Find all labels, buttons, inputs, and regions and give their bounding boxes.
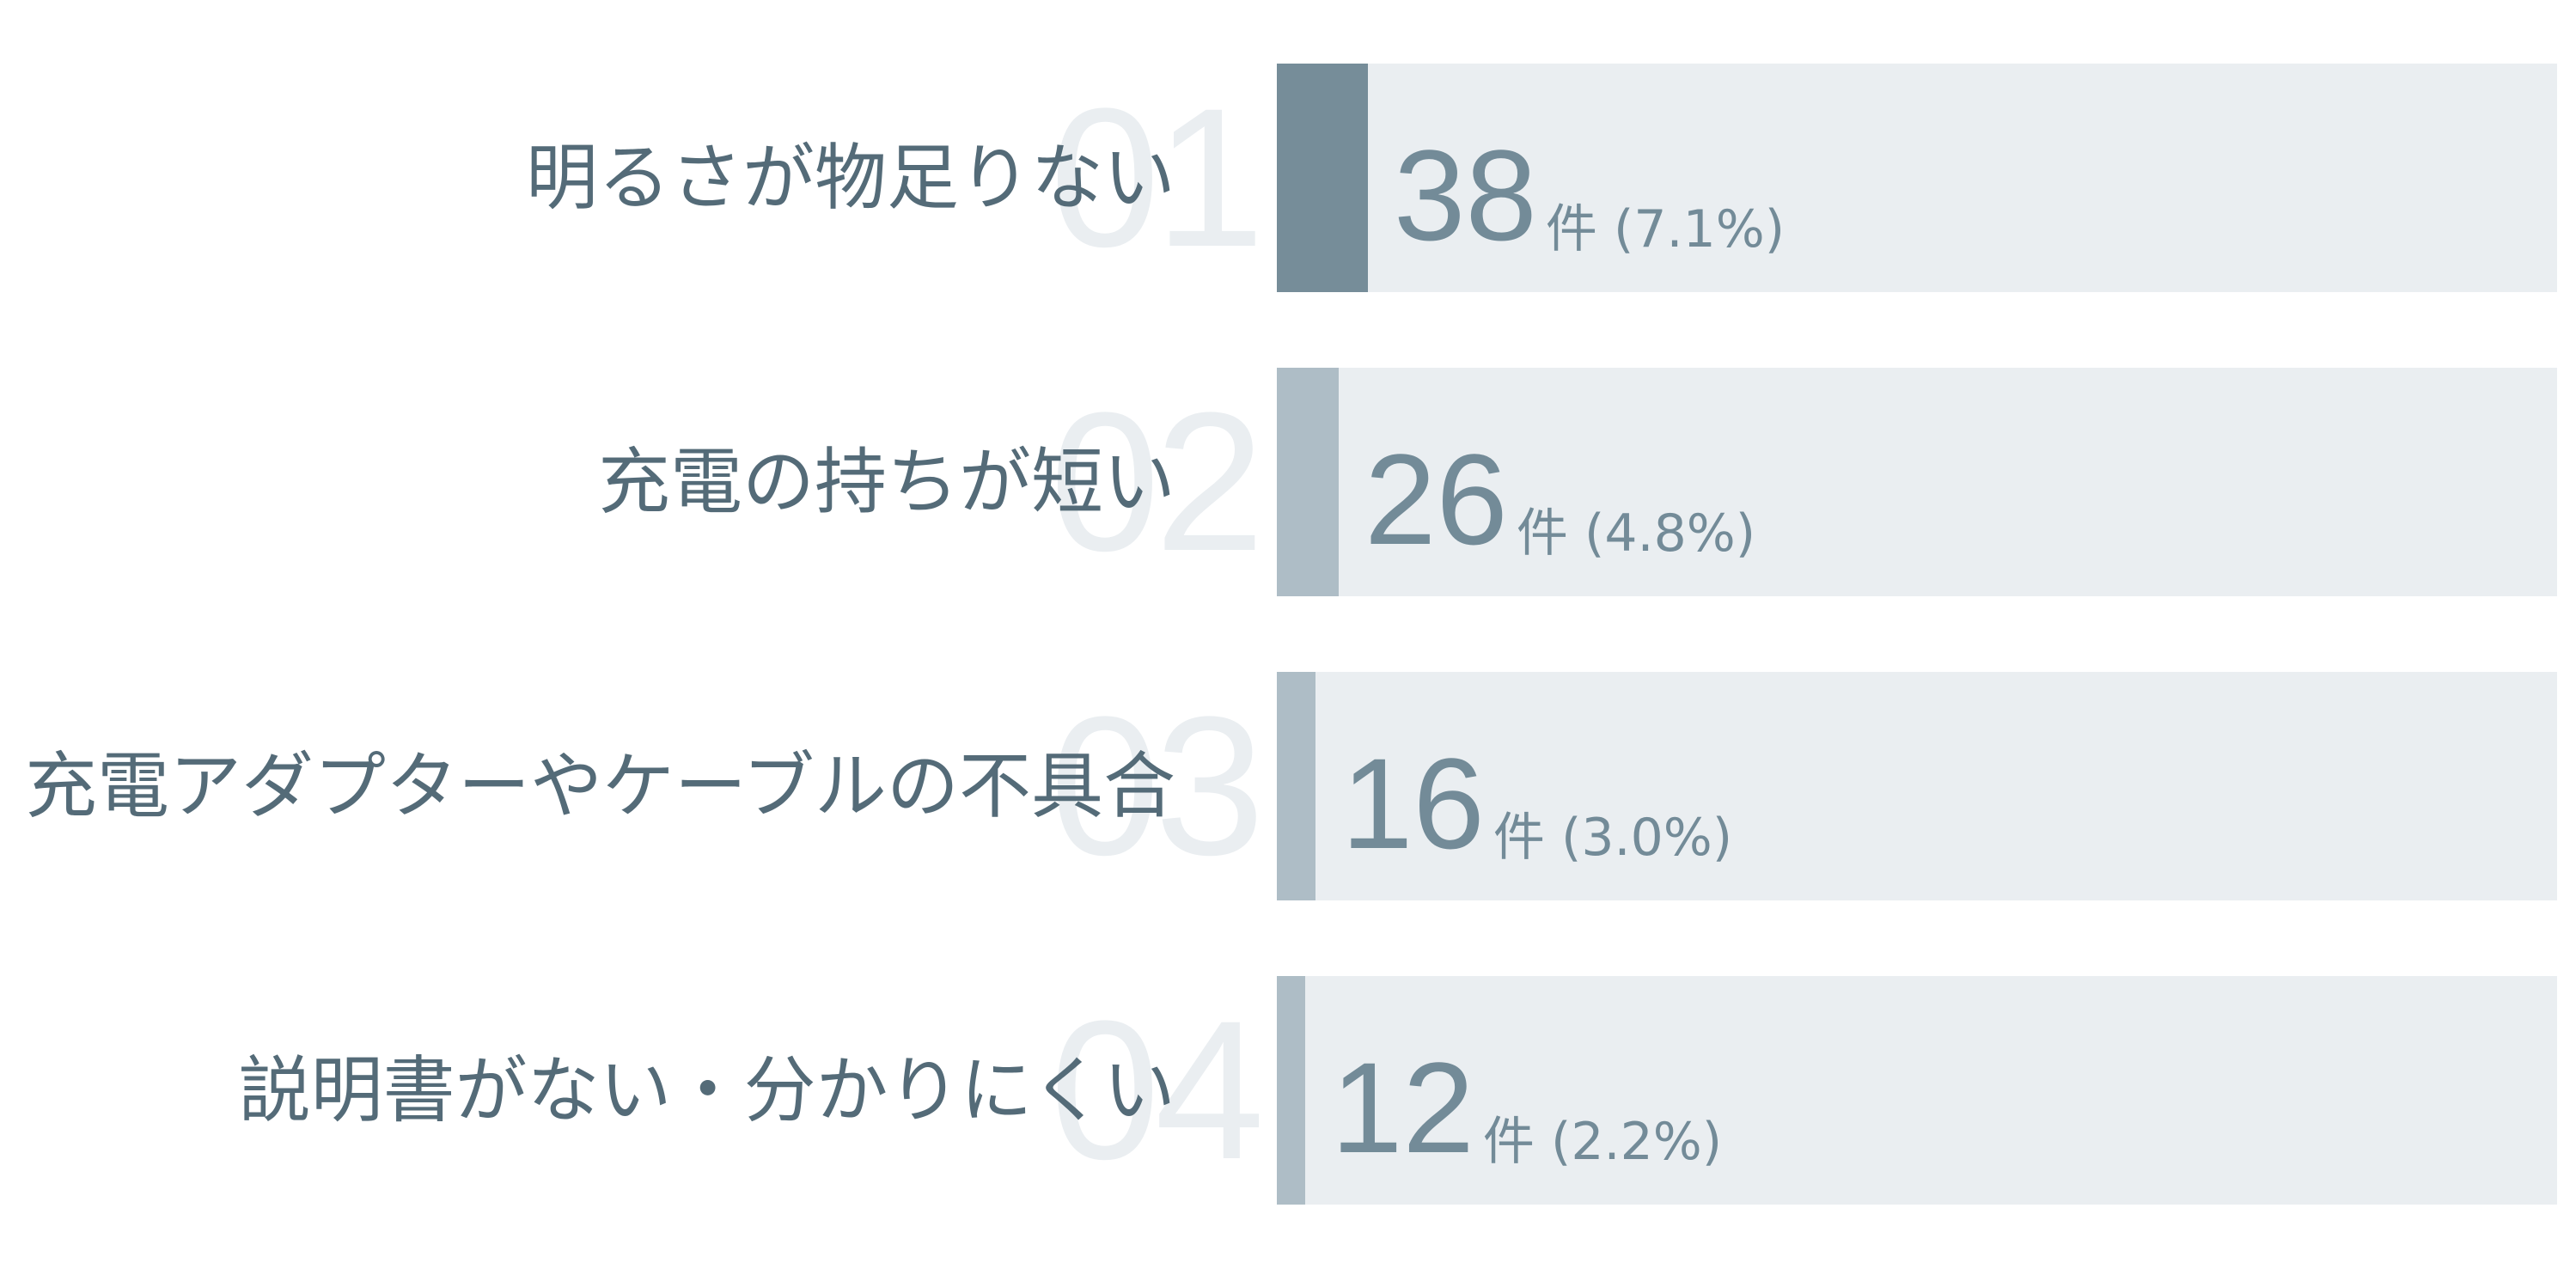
bar-track xyxy=(1277,672,2557,900)
bar-row-2: 02 充電の持ちが短い 26 件 (4.8%) xyxy=(0,368,2576,596)
percent-label: (4.8%) xyxy=(1584,503,1756,564)
unit-label: 件 xyxy=(1516,503,1568,564)
count-value: 12 xyxy=(1331,1035,1474,1180)
rank-number: 02 xyxy=(1050,371,1265,592)
bar-track xyxy=(1277,64,2557,292)
bar-row-1: 01 明るさが物足りない 38 件 (7.1%) xyxy=(0,64,2576,292)
category-label: 明るさが物足りない xyxy=(525,136,1175,220)
bar-fill xyxy=(1277,64,1368,292)
bar-fill xyxy=(1277,368,1339,596)
count-value: 16 xyxy=(1341,731,1485,876)
count-value: 26 xyxy=(1364,427,1508,571)
unit-label: 件 xyxy=(1482,1112,1535,1172)
bar-fill xyxy=(1277,672,1315,900)
category-label: 説明書がない・分かりにくい xyxy=(238,1048,1175,1132)
unit-label: 件 xyxy=(1545,199,1597,259)
bar-track xyxy=(1277,368,2557,596)
percent-label: (3.0%) xyxy=(1560,808,1733,868)
bar-fill xyxy=(1277,976,1305,1205)
rank-number: 03 xyxy=(1050,675,1265,896)
rank-number: 01 xyxy=(1050,67,1265,288)
unit-percent-label: 件 (4.8%) xyxy=(1517,503,1755,564)
unit-percent-label: 件 (2.2%) xyxy=(1483,1112,1722,1172)
bar-row-3: 03 充電アダプターやケーブルの不具合 16 件 (3.0%) xyxy=(0,672,2576,900)
count-value: 38 xyxy=(1394,123,1537,267)
unit-percent-label: 件 (7.1%) xyxy=(1546,199,1785,259)
category-label: 充電アダプターやケーブルの不具合 xyxy=(25,744,1175,828)
bar-row-4: 04 説明書がない・分かりにくい 12 件 (2.2%) xyxy=(0,976,2576,1205)
rank-number: 04 xyxy=(1050,979,1265,1200)
unit-percent-label: 件 (3.0%) xyxy=(1493,808,1732,868)
percent-label: (7.1%) xyxy=(1613,199,1785,259)
bar-track xyxy=(1277,976,2557,1205)
percent-label: (2.2%) xyxy=(1550,1112,1723,1172)
unit-label: 件 xyxy=(1492,808,1545,868)
category-label: 充電の持ちが短い xyxy=(597,440,1175,524)
